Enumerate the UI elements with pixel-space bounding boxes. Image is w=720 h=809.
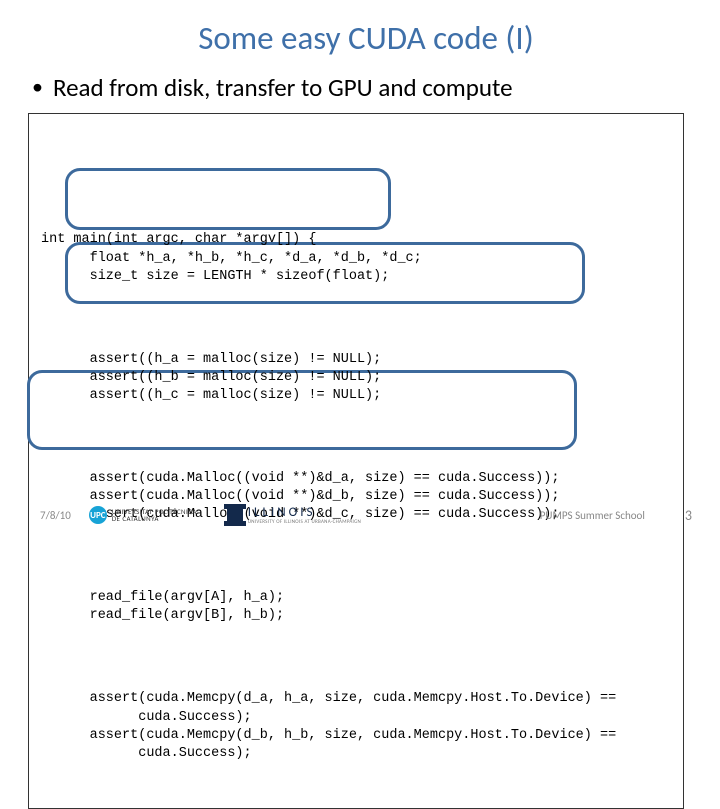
upc-badge-icon: UPC (89, 506, 107, 524)
bullet-item: • Read from disk, transfer to GPU and co… (32, 72, 692, 103)
code-block: int main(int argc, char *argv[]) { float… (28, 113, 684, 809)
code-memcpy: assert(cuda.Memcpy(d_a, h_a, size, cuda.… (41, 690, 671, 763)
footer-date: 7/8/10 (40, 509, 71, 522)
footer-school: PUMPS Summer School (540, 509, 645, 522)
slide: Some easy CUDA code (I) • Read from disk… (0, 0, 720, 540)
illinois-logo: ILLINOIS UNIVERSITY OF ILLINOIS AT URBAN… (227, 504, 361, 526)
illinois-name: ILLINOIS (248, 505, 361, 520)
code-malloc: assert((h_a = malloc(size) != NULL); ass… (41, 351, 671, 406)
page-number: 3 (685, 507, 692, 524)
highlight-box-malloc (65, 168, 391, 230)
upc-line2: DE CATALUNYA (112, 515, 197, 522)
upc-text-block: UNIVERSITAT POLITÈCNICA DE CATALUNYA (112, 508, 197, 522)
code-readfile: read_file(argv[A], h_a); read_file(argv[… (41, 589, 671, 625)
slide-title: Some easy CUDA code (I) (40, 18, 692, 58)
upc-logo: UPC UNIVERSITAT POLITÈCNICA DE CATALUNYA (89, 506, 197, 524)
illinois-text-block: ILLINOIS UNIVERSITY OF ILLINOIS AT URBAN… (248, 505, 361, 525)
illinois-i-icon (227, 504, 243, 526)
bullet-dot-icon: • (32, 76, 43, 98)
code-decl: int main(int argc, char *argv[]) { float… (41, 231, 671, 286)
illinois-sub: UNIVERSITY OF ILLINOIS AT URBANA-CHAMPAI… (248, 519, 361, 525)
bullet-text: Read from disk, transfer to GPU and comp… (53, 72, 513, 103)
footer: 7/8/10 UPC UNIVERSITAT POLITÈCNICA DE CA… (0, 504, 720, 526)
